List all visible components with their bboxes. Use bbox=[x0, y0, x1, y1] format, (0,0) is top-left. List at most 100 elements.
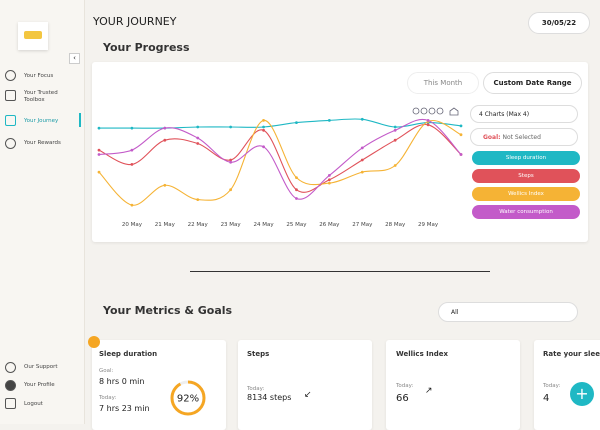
today-label: Today: bbox=[543, 383, 561, 389]
data-point bbox=[393, 164, 397, 167]
nav-item[interactable]: Your Focus bbox=[24, 73, 54, 79]
data-point bbox=[360, 117, 364, 121]
chart-toolbar[interactable] bbox=[412, 107, 459, 116]
badge bbox=[88, 336, 100, 348]
card-title: Steps bbox=[247, 350, 270, 358]
series-line bbox=[98, 123, 462, 193]
card-title: Wellics Index bbox=[396, 350, 449, 358]
page-title: YOUR JOURNEY bbox=[93, 15, 177, 28]
charts-select[interactable]: 4 Charts (Max 4) bbox=[470, 105, 578, 123]
nav-item[interactable]: Your Rewards bbox=[24, 140, 61, 146]
goal-value: Not Selected bbox=[502, 134, 541, 141]
metric-card[interactable] bbox=[92, 340, 226, 430]
data-point bbox=[295, 121, 298, 124]
series-line bbox=[98, 118, 462, 200]
x-tick-label: 27 May bbox=[352, 222, 373, 228]
nav-item[interactable]: Your Trusted Toolbox bbox=[24, 90, 58, 103]
legend-item[interactable]: Wellics Index bbox=[472, 187, 580, 201]
data-point bbox=[327, 178, 331, 182]
goal-select[interactable]: Goal: Not Selected bbox=[470, 128, 578, 146]
data-point bbox=[327, 119, 331, 122]
metric-card[interactable] bbox=[386, 340, 520, 430]
focus-icon bbox=[5, 70, 16, 81]
x-tick-label: 25 May bbox=[286, 222, 307, 228]
legend-item[interactable]: Water consumption bbox=[472, 205, 580, 219]
data-point bbox=[327, 174, 331, 177]
x-tick-label: 26 May bbox=[319, 222, 340, 228]
x-tick-label: 22 May bbox=[188, 222, 209, 228]
nav-item[interactable]: Logout bbox=[24, 401, 43, 407]
nav-item[interactable]: Our Support bbox=[24, 364, 58, 370]
goal-label: Goal: bbox=[99, 368, 114, 374]
nav-item[interactable]: Your Journey bbox=[24, 118, 59, 124]
data-point bbox=[360, 158, 364, 162]
metrics-filter[interactable]: All bbox=[438, 302, 578, 322]
today-value: 8134 steps bbox=[247, 393, 292, 402]
data-point bbox=[196, 125, 200, 129]
data-point bbox=[196, 136, 200, 140]
data-point bbox=[97, 126, 101, 130]
toolbox-icon bbox=[5, 90, 16, 101]
rewards-icon bbox=[5, 138, 16, 149]
data-point bbox=[393, 128, 397, 132]
journey-icon bbox=[5, 115, 16, 126]
goal-label: Goal: bbox=[483, 134, 501, 141]
data-point bbox=[130, 148, 134, 152]
x-tick-label: 23 May bbox=[221, 222, 242, 228]
ring-label: 92% bbox=[177, 394, 199, 405]
data-point bbox=[262, 128, 265, 132]
x-tick-label: 24 May bbox=[253, 222, 274, 228]
data-point bbox=[327, 181, 331, 185]
nav-item[interactable]: Your Profile bbox=[24, 382, 55, 388]
custom-date-button[interactable]: Custom Date Range bbox=[483, 72, 582, 94]
data-point bbox=[360, 146, 364, 150]
data-point bbox=[163, 138, 167, 142]
data-point bbox=[163, 126, 167, 130]
period-select[interactable]: This Month bbox=[407, 72, 479, 94]
card-title: Sleep duration bbox=[99, 350, 158, 358]
data-point bbox=[196, 198, 200, 202]
today-value: 7 hrs 23 min bbox=[99, 404, 150, 413]
data-point bbox=[130, 163, 134, 166]
x-tick-label: 20 May bbox=[122, 222, 143, 228]
data-point bbox=[295, 188, 298, 192]
goal-value: 8 hrs 0 min bbox=[99, 377, 145, 386]
data-point bbox=[360, 170, 364, 174]
section-title: Your Metrics & Goals bbox=[103, 304, 233, 317]
data-point bbox=[130, 203, 134, 207]
data-point bbox=[393, 138, 397, 142]
data-point bbox=[229, 158, 233, 162]
data-point bbox=[262, 145, 265, 149]
collapse-button[interactable]: ‹ bbox=[69, 53, 80, 64]
date-pill[interactable]: 30/05/22 bbox=[528, 12, 590, 34]
data-point bbox=[97, 153, 101, 156]
active-indicator bbox=[79, 113, 81, 127]
data-point bbox=[163, 183, 167, 187]
chart: 20 May 21 May 22 May 23 May 24 May 25 May 26 M… bbox=[97, 107, 463, 228]
today-value: 4 bbox=[543, 393, 550, 404]
x-tick-label: 28 May bbox=[385, 222, 406, 228]
data-point bbox=[229, 160, 233, 164]
data-point bbox=[130, 126, 134, 130]
logo bbox=[18, 22, 48, 50]
data-point bbox=[262, 125, 265, 129]
metric-card[interactable] bbox=[238, 340, 372, 430]
x-tick-label: 21 May bbox=[155, 222, 176, 228]
today-label: Today: bbox=[247, 386, 265, 392]
data-point bbox=[295, 176, 298, 179]
data-point bbox=[459, 153, 463, 156]
section-title: Your Progress bbox=[103, 41, 190, 54]
series-line bbox=[99, 118, 462, 129]
progress-ring: 92% bbox=[170, 380, 206, 416]
legend-item[interactable]: Sleep duration bbox=[472, 151, 580, 165]
data-point bbox=[393, 125, 397, 129]
data-point bbox=[459, 124, 463, 128]
data-point bbox=[426, 123, 430, 127]
data-point bbox=[97, 170, 101, 174]
data-point bbox=[196, 142, 200, 145]
add-button[interactable]: + bbox=[570, 382, 594, 406]
today-label: Today: bbox=[99, 395, 117, 401]
legend-item[interactable]: Steps bbox=[472, 169, 580, 183]
trend-icon: ↙ bbox=[304, 390, 312, 400]
data-point bbox=[295, 197, 298, 200]
